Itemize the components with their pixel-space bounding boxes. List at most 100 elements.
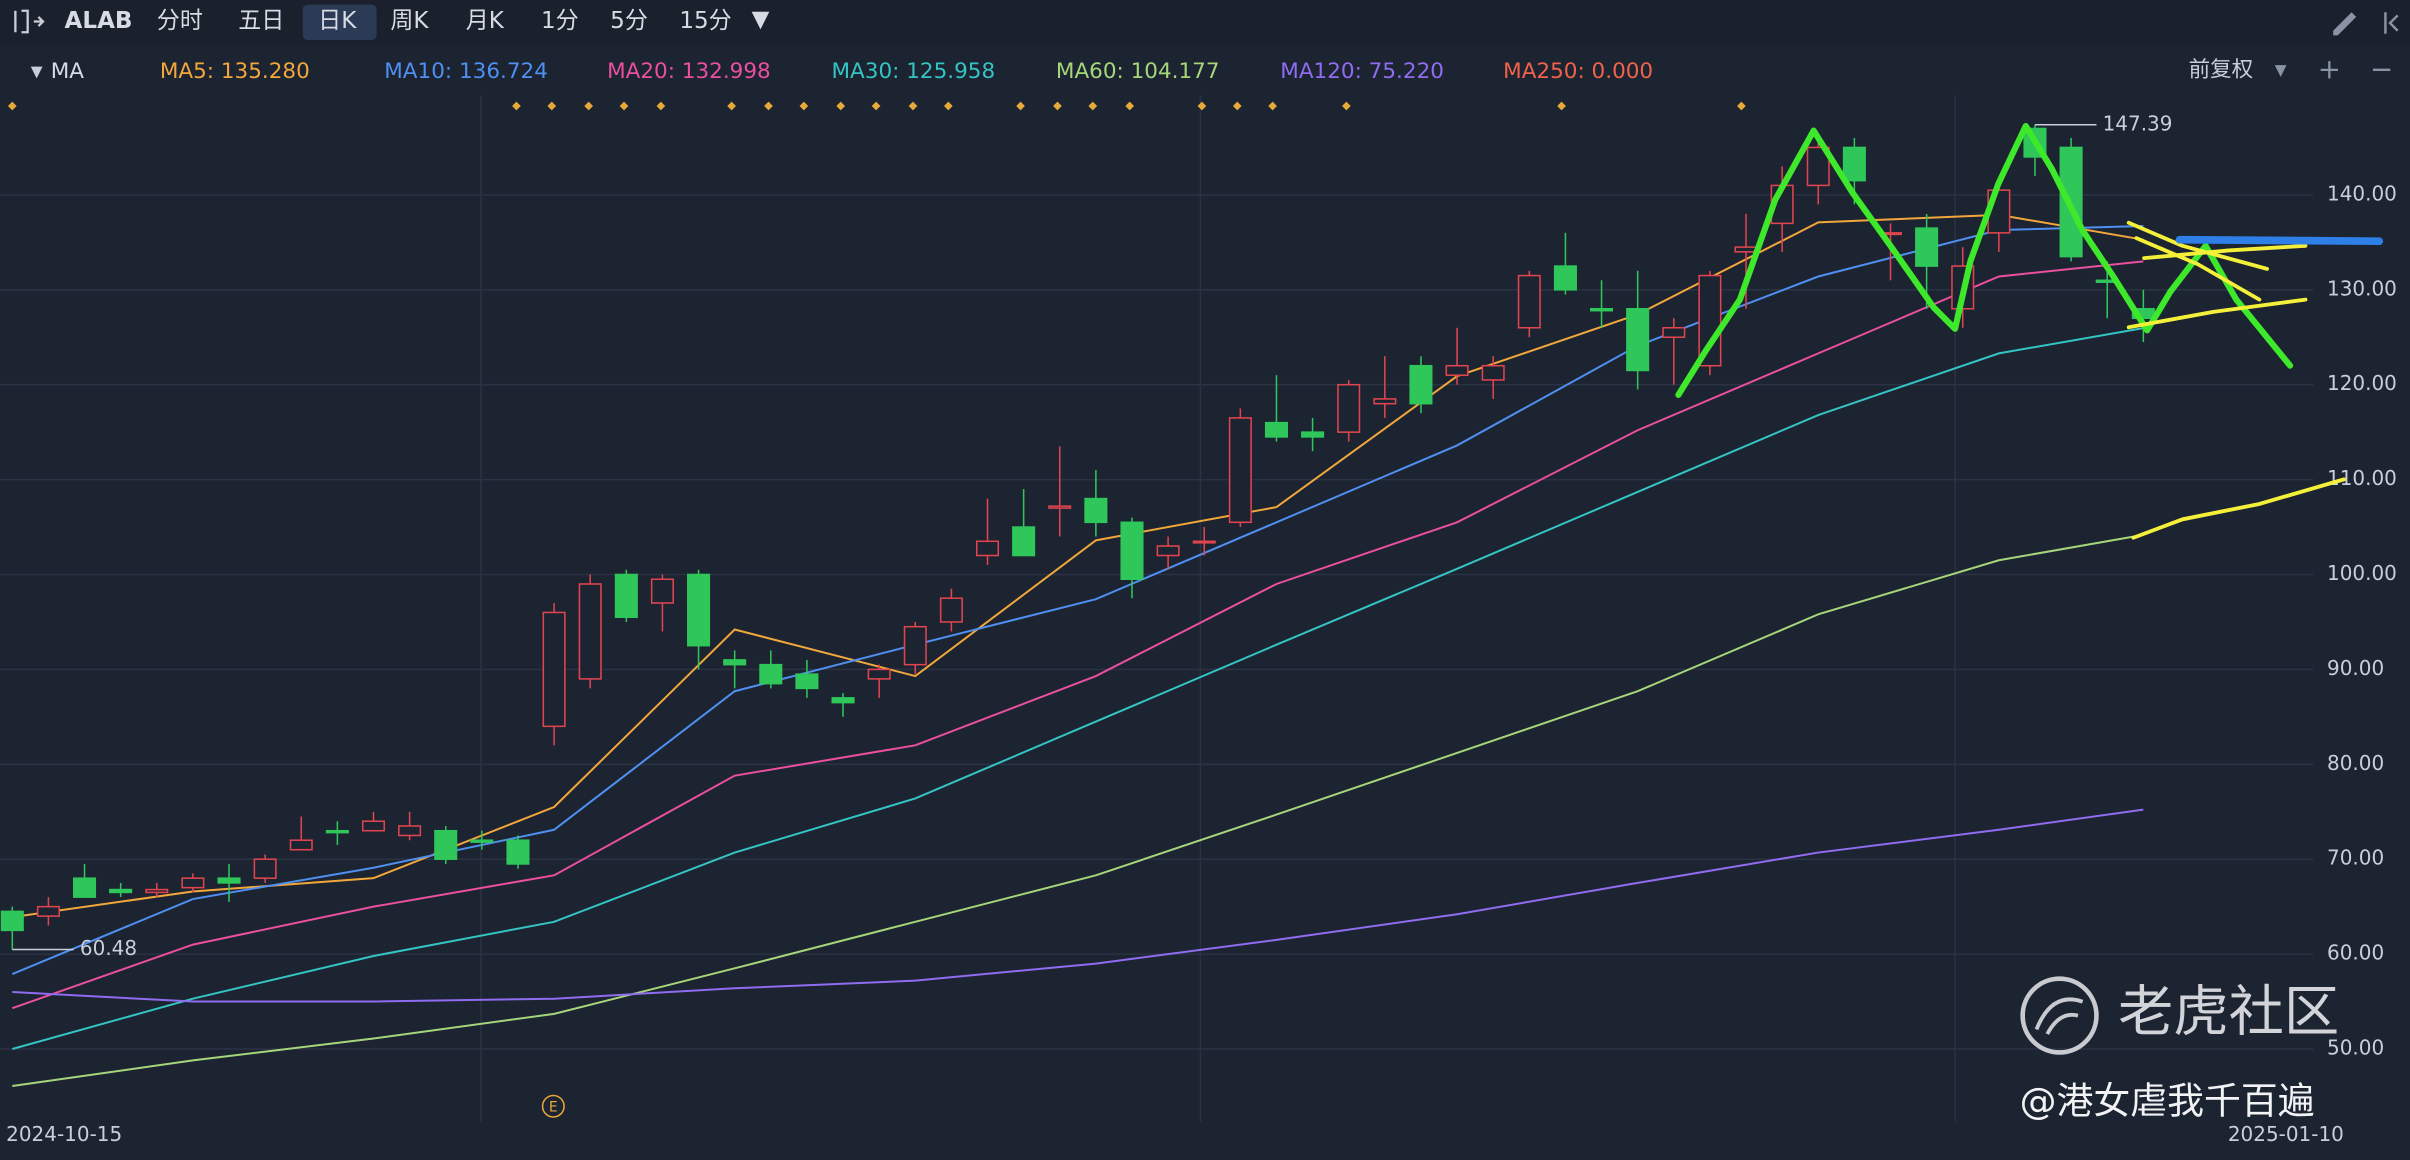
period-tab[interactable]: 15分	[679, 8, 731, 34]
earnings-letter: E	[549, 1100, 558, 1116]
candle-body	[578, 583, 602, 680]
ma-arrow[interactable]: ▼	[31, 63, 43, 81]
adjust-arrow[interactable]: ▼	[2275, 61, 2287, 79]
candle-body	[1553, 265, 1577, 291]
candle-body	[398, 825, 422, 837]
legend-entry: MA30: 125.958	[832, 59, 996, 84]
toolbar	[0, 0, 2410, 45]
collapse-icon[interactable]	[2384, 12, 2399, 34]
candle-body	[1120, 521, 1144, 581]
y-tick-label: 80.00	[2327, 751, 2384, 775]
candle-body	[253, 858, 277, 879]
event-dot	[1053, 101, 1062, 111]
candle-body	[73, 877, 97, 898]
active-tab	[302, 4, 377, 40]
y-tick-label: 90.00	[2327, 656, 2384, 680]
ma-line	[12, 327, 2144, 1050]
zoom-out[interactable]: −	[2370, 53, 2393, 86]
candle-body	[1373, 398, 1397, 405]
candle-body	[109, 888, 133, 894]
event-dot	[727, 101, 736, 111]
ma-line	[12, 808, 2144, 1003]
candle-body	[1048, 505, 1072, 509]
zoom-in[interactable]: +	[2318, 53, 2341, 86]
period-tab[interactable]: 周K	[390, 8, 429, 34]
candle-body	[1481, 364, 1505, 381]
candle-body	[903, 625, 927, 666]
candle-body	[1662, 326, 1686, 339]
earnings-marker[interactable]	[541, 1094, 565, 1118]
candle-body	[1626, 308, 1650, 372]
event-dot	[1125, 101, 1135, 111]
author: @港女虐我千百遍	[2020, 1080, 2315, 1123]
candle-body	[289, 839, 313, 851]
period-tab[interactable]: 5分	[610, 8, 648, 34]
candle-body	[939, 597, 963, 623]
ma-line	[12, 213, 2144, 919]
ma-line	[11, 224, 2144, 975]
watermark: 老虎社区 @港女虐我千百遍	[2020, 976, 2339, 1123]
event-dot	[656, 101, 666, 111]
extreme-label: 60.48	[80, 936, 137, 960]
candle-body	[1517, 274, 1541, 329]
event-dot	[836, 101, 846, 111]
candle-body	[1842, 146, 1866, 182]
period-tab[interactable]: 月K	[466, 8, 505, 34]
candle-body	[145, 888, 169, 894]
candle-body	[614, 573, 638, 618]
candle-body	[181, 877, 205, 889]
candle-body	[1228, 417, 1252, 524]
candle-body	[723, 659, 747, 666]
candle-body	[795, 673, 819, 690]
candle-body	[325, 829, 349, 834]
candle-body	[650, 578, 674, 604]
candle-body	[1192, 540, 1216, 544]
event-dot	[512, 101, 521, 111]
event-dot	[619, 101, 629, 111]
brand: 老虎社区	[2118, 981, 2339, 1045]
more-arrow[interactable]: ▼	[752, 6, 770, 32]
edit-icon[interactable]	[2333, 12, 2357, 36]
ma-line	[11, 260, 2144, 1010]
period-tab[interactable]: 五日	[238, 8, 284, 34]
candle-body	[434, 829, 458, 860]
legend-entry: MA60: 104.177	[1056, 59, 1220, 84]
candle-body	[1409, 364, 1433, 405]
candle-body	[1806, 146, 1830, 187]
candle-body	[759, 663, 783, 685]
candle-body	[1445, 364, 1469, 376]
x-tick-label: 2024-10-15	[6, 1122, 122, 1146]
candle-body	[361, 820, 386, 832]
period-tab[interactable]: 日K	[318, 8, 357, 34]
expand-icon[interactable]	[14, 9, 45, 34]
adjust[interactable]: 前复权	[2189, 58, 2254, 83]
candle-body	[506, 839, 530, 865]
y-tick-label: 110.00	[2327, 466, 2397, 490]
candle-body	[217, 877, 241, 884]
candle-body	[1156, 545, 1180, 557]
event-dot	[584, 101, 594, 111]
period-tab[interactable]: 1分	[541, 8, 579, 34]
legend-entry: MA20: 132.998	[607, 59, 771, 84]
legend-entry: MA5: 135.280	[160, 59, 310, 84]
candle-body	[1301, 431, 1325, 438]
candle-body	[867, 668, 891, 680]
event-dot	[1268, 101, 1277, 111]
candle-body	[36, 905, 60, 917]
y-tick-label: 70.00	[2327, 846, 2384, 870]
legend-entry: MA10: 136.724	[384, 59, 548, 84]
period-tab[interactable]: 分时	[157, 8, 203, 34]
indicator: MA	[51, 59, 85, 84]
candle-body	[1590, 308, 1614, 312]
candle-body	[1084, 497, 1108, 524]
ma-line	[12, 533, 2144, 1087]
candle-body	[470, 839, 494, 843]
legend-entry: MA120: 75.220	[1280, 59, 1444, 84]
y-tick-label: 50.00	[2327, 1035, 2384, 1059]
candle-body	[0, 910, 24, 932]
y-tick-label: 100.00	[2327, 561, 2397, 585]
y-tick-label: 140.00	[2327, 181, 2397, 205]
candle-body	[687, 573, 711, 647]
